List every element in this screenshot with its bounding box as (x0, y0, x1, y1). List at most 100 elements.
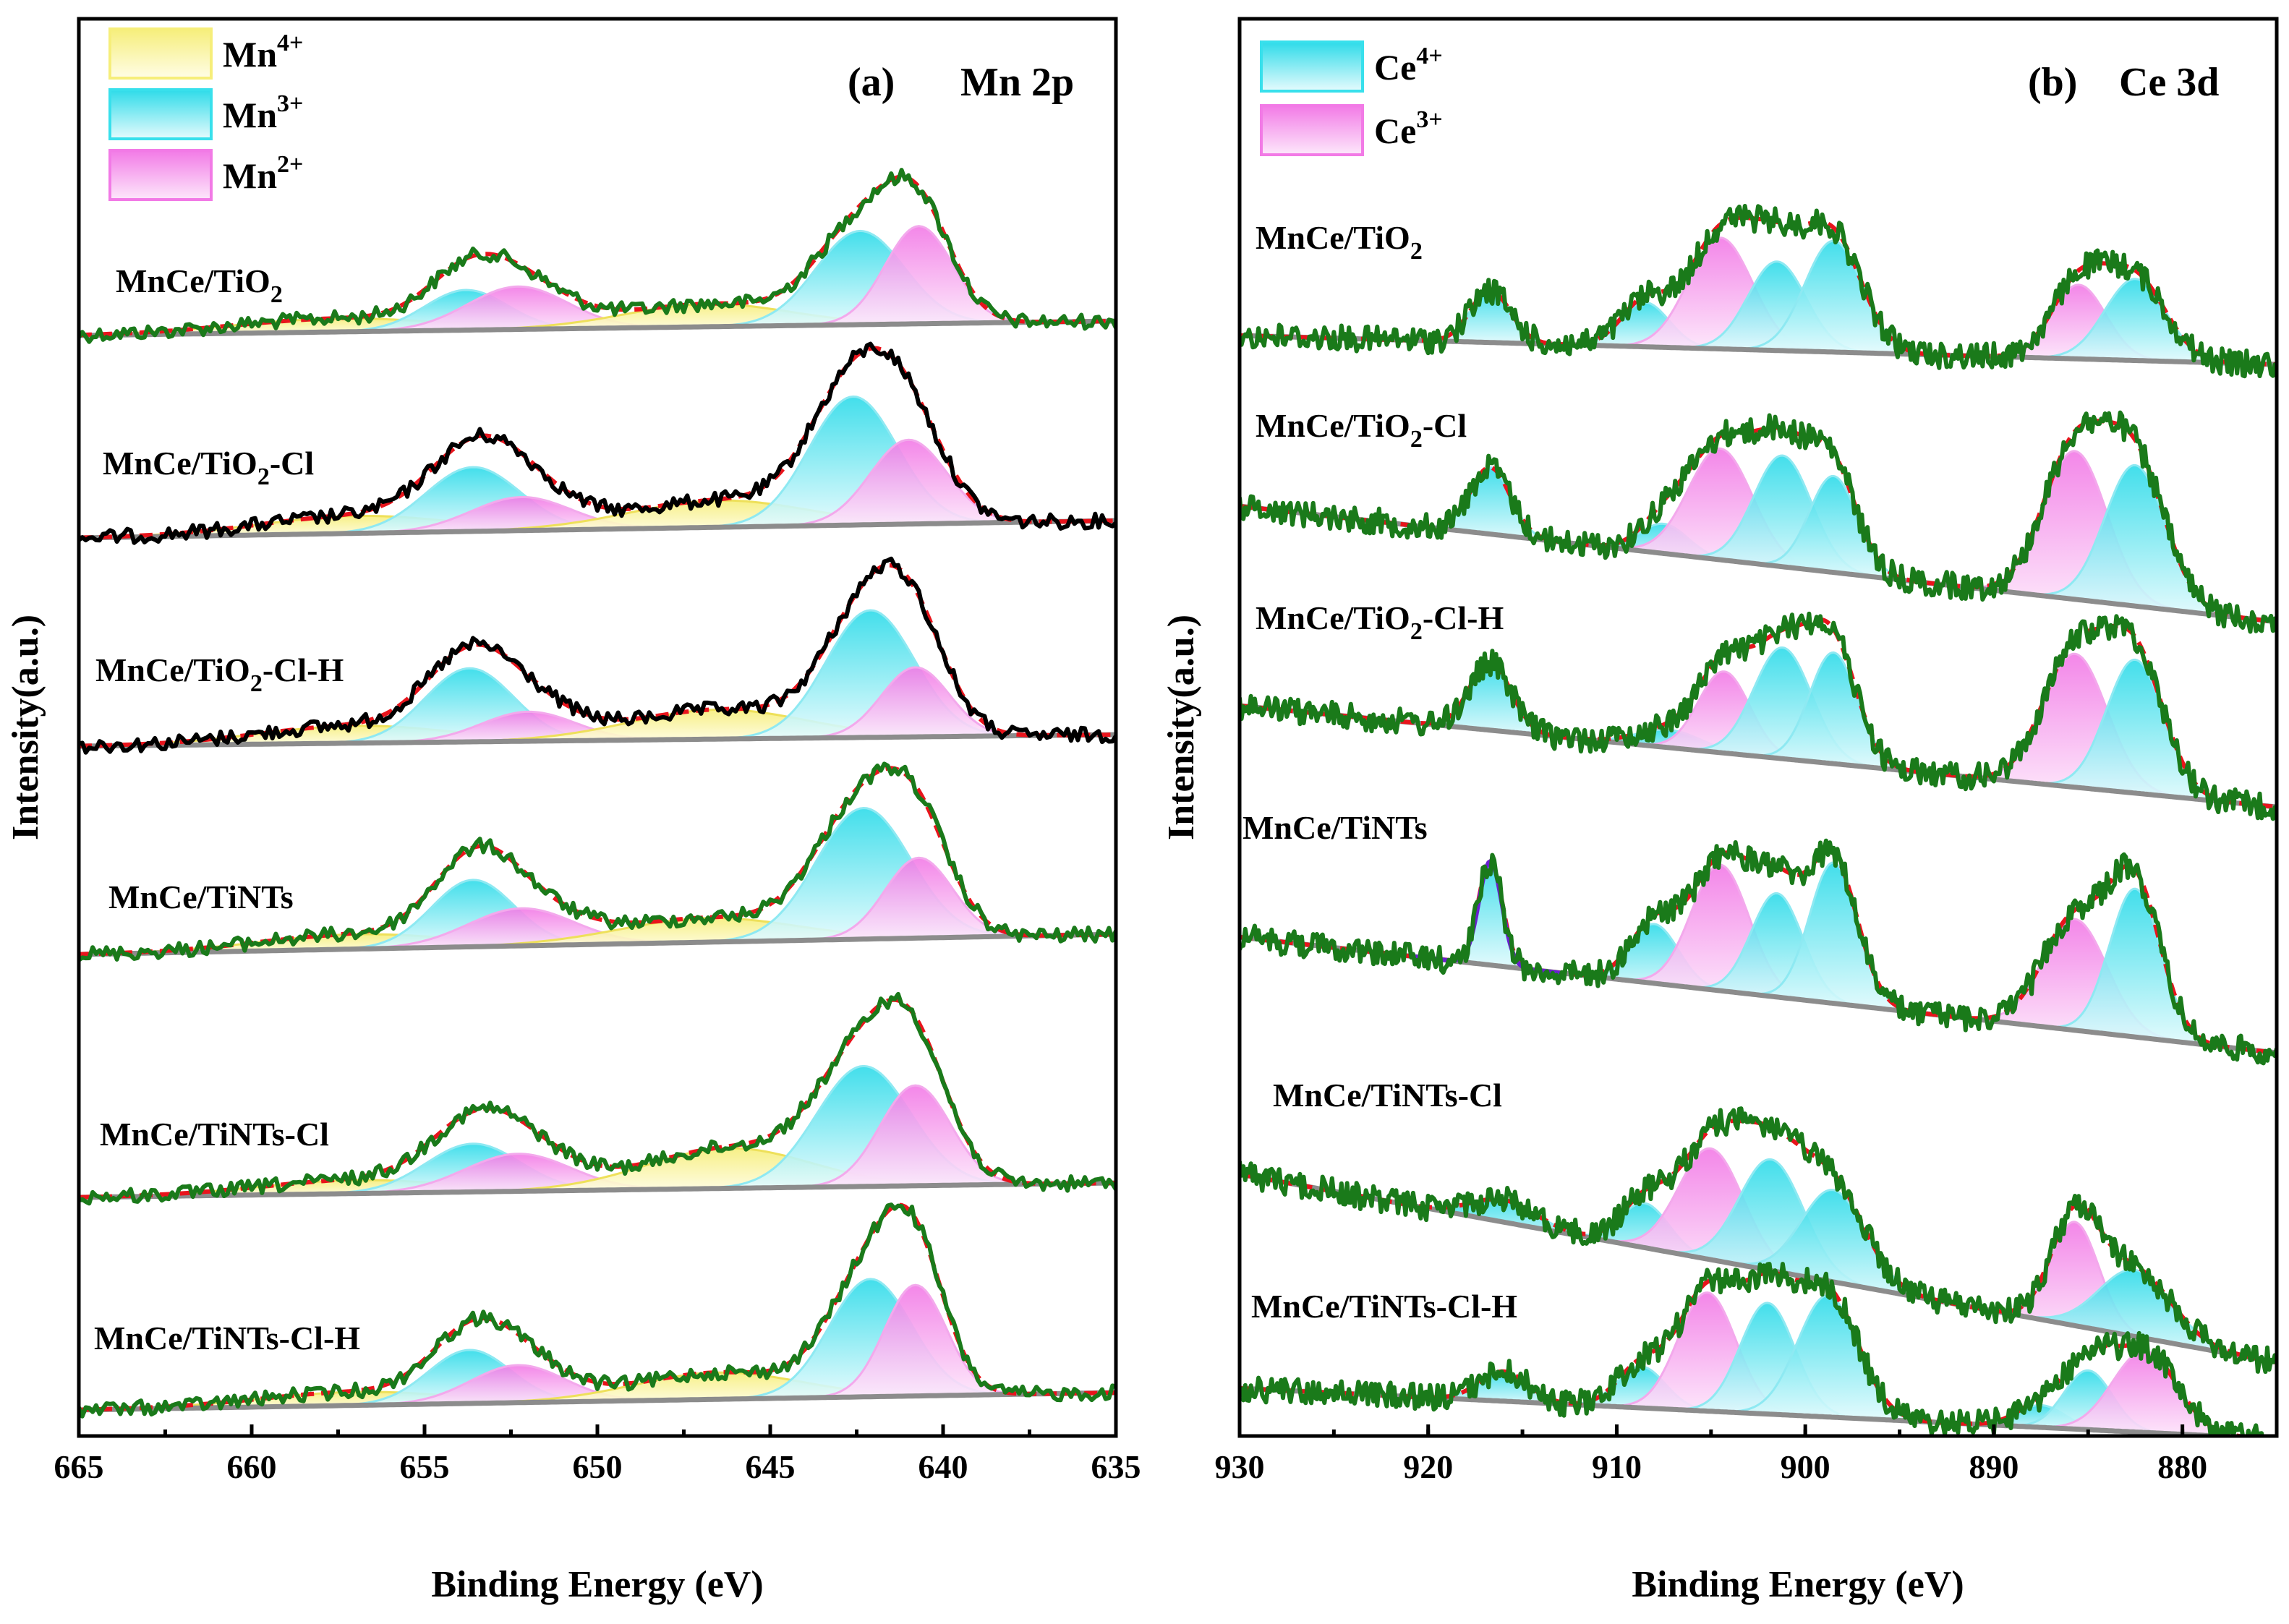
panel-b-frame (1237, 17, 2279, 1438)
background-line (79, 1390, 1116, 1413)
x-tick-label: 880 (2157, 1448, 2207, 1485)
sample-label-name: MnCe/TiO (1256, 407, 1410, 444)
panel-a-sample-labels: MnCe/TiO2MnCe/TiO2-ClMnCe/TiO2-Cl-HMnCe/… (94, 262, 360, 1356)
background-line (79, 518, 1116, 541)
experimental-curve (79, 168, 1116, 344)
sample-label-name: MnCe/TiO (1256, 599, 1410, 636)
sample-label-subscript: 2 (1410, 238, 1423, 265)
legend-label-charge: 4+ (1416, 43, 1442, 69)
legend-swatch (108, 27, 213, 80)
sample-label: MnCe/TiNTs-Cl-H (1251, 1288, 1517, 1325)
sample-label-name: MnCe/TiO (103, 445, 257, 482)
background-line (79, 318, 1116, 338)
sample-label-name: MnCe/TiNTs (100, 1116, 285, 1153)
experimental-curve (79, 341, 1116, 545)
sample-label-name: MnCe/TiNTs (108, 879, 294, 915)
spectrum-6 (1240, 1262, 2269, 1436)
panel-b-plot-area (1240, 204, 2277, 1436)
sample-label-subscript: 2 (1410, 426, 1423, 453)
x-tick-label: 890 (1969, 1448, 2019, 1485)
sample-label-name: MnCe/TiNTs (1251, 1288, 1436, 1325)
panel-b-y-axis-label: Intensity(a.u.) (1161, 615, 1202, 840)
x-tick-label: 655 (400, 1448, 450, 1485)
sample-label-suffix: -Cl-H (279, 1320, 361, 1356)
experimental-curve (79, 1202, 1116, 1419)
sample-label-subscript: 2 (257, 463, 270, 490)
sample-label-subscript: 2 (270, 281, 283, 308)
legend-label: Mn2+ (223, 151, 303, 196)
sample-label-suffix: -Cl (1423, 407, 1467, 444)
legend-label: Mn3+ (223, 90, 303, 135)
experimental-curve (1240, 410, 2277, 634)
experimental-curve (1240, 838, 2277, 1066)
panel-a-letter: (a) (848, 60, 895, 105)
legend-label: Ce4+ (1374, 43, 1443, 87)
sample-label-suffix: -Cl (285, 1116, 329, 1153)
sample-label: MnCe/TiO2-Cl-H (95, 651, 344, 697)
panel-b-x-axis: 930 920 910 900 890 880 (1215, 1424, 2279, 1485)
legend-label-element: Mn (223, 34, 277, 74)
sample-label: MnCe/TiO2-Cl-H (1256, 599, 1504, 645)
sample-label-suffix: -Cl (270, 445, 314, 482)
x-tick-label: 635 (1091, 1448, 1141, 1485)
sample-label: MnCe/TiO2-Cl (1256, 407, 1467, 453)
background-line (79, 732, 1116, 749)
panel-b-title: Ce 3d (2119, 60, 2219, 105)
experimental-curve (1240, 1106, 2277, 1375)
panel-b-legend: Ce4+Ce3+ (1260, 40, 1443, 156)
x-tick-label: 930 (1215, 1448, 1265, 1485)
x-tick-label: 920 (1403, 1448, 1453, 1485)
spectrum-1 (1240, 204, 2277, 379)
legend-label: Mn4+ (223, 30, 303, 74)
legend-swatch (1260, 40, 1364, 93)
legend-label-charge: 4+ (277, 30, 303, 56)
sample-label-subscript: 2 (1410, 618, 1423, 645)
legend-label-charge: 3+ (277, 90, 303, 117)
legend-label-element: Mn (223, 155, 277, 196)
background-line (79, 931, 1116, 957)
panel-a-legend: Mn4+Mn3+Mn2+ (108, 27, 303, 201)
spectrum-2 (1240, 410, 2277, 634)
sample-label-suffix: -Cl (1458, 1077, 1502, 1114)
x-tick-label: 650 (573, 1448, 623, 1485)
spectrum-1 (79, 168, 1116, 344)
legend-swatch (108, 149, 213, 201)
sample-label-name: MnCe/TiNTs (1242, 809, 1428, 846)
legend-swatch (108, 88, 213, 140)
sample-label: MnCe/TiNTs-Cl-H (94, 1320, 360, 1356)
sample-label-name: MnCe/TiO (116, 262, 270, 299)
panel-a-title: Mn 2p (960, 60, 1074, 105)
legend-label-charge: 3+ (1416, 106, 1442, 133)
legend-label-element: Mn (223, 95, 277, 135)
experimental-curve (79, 761, 1116, 962)
sample-label-suffix: -Cl-H (1423, 599, 1504, 636)
sample-label-suffix: -Cl-H (263, 651, 344, 688)
legend-swatch (1260, 104, 1364, 156)
sample-label: MnCe/TiO2 (1256, 219, 1423, 265)
spectrum-3 (1240, 611, 2277, 821)
spectrum-4 (79, 761, 1116, 962)
experimental-curve (1240, 611, 2277, 821)
sample-label-subscript: 2 (250, 670, 263, 697)
sample-label: MnCe/TiNTs-Cl (100, 1116, 329, 1153)
x-tick-label: 910 (1592, 1448, 1642, 1485)
panel-b-ce3d: 930 920 910 900 890 880 Intensity(a.u.) Bindi… (1161, 17, 2279, 1605)
panel-a-x-axis: 665 660 655 650 645 640 635 (54, 1424, 1141, 1485)
legend-label-element: Ce (1374, 47, 1416, 87)
panel-b-x-axis-label: Binding Energy (eV) (1632, 1564, 1964, 1605)
background-line (79, 1180, 1116, 1200)
x-tick-label: 645 (746, 1448, 796, 1485)
panel-a-y-axis-label: Intensity(a.u.) (5, 615, 46, 840)
x-tick-label: 640 (918, 1448, 968, 1485)
sample-label: MnCe/TiO2-Cl (103, 445, 314, 490)
legend-label-charge: 2+ (277, 151, 303, 178)
panel-a-x-axis-label: Binding Energy (eV) (431, 1564, 763, 1605)
spectrum-2 (79, 341, 1116, 545)
x-tick-label: 665 (54, 1448, 104, 1485)
sample-label-name: MnCe/TiNTs (1273, 1077, 1458, 1114)
panel-b-sample-labels: MnCe/TiO2MnCe/TiO2-ClMnCe/TiO2-Cl-HMnCe/… (1242, 219, 1517, 1325)
panel-a-mn2p: 665 660 655 650 645 640 635 Intensity(a.u.) Bi… (5, 17, 1141, 1605)
sample-label: MnCe/TiO2 (116, 262, 283, 308)
sample-label: MnCe/TiNTs (108, 879, 294, 915)
